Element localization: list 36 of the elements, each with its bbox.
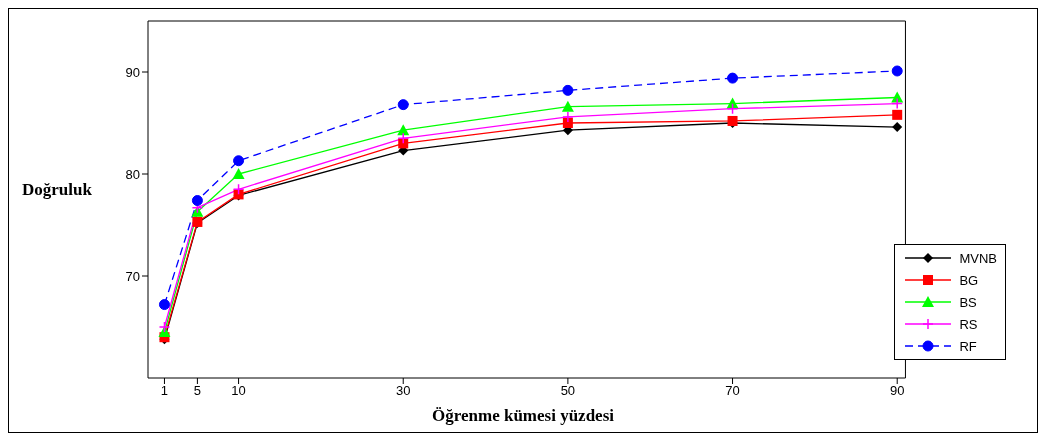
point bbox=[726, 102, 739, 115]
point bbox=[397, 124, 410, 136]
point bbox=[562, 111, 574, 123]
x-tick-label: 90 bbox=[889, 383, 905, 399]
legend-label: RS bbox=[959, 316, 978, 332]
legend-label: RF bbox=[959, 338, 977, 354]
legend-label: BS bbox=[959, 294, 977, 310]
point bbox=[191, 195, 203, 207]
point bbox=[158, 299, 170, 311]
x-tick-label: 1 bbox=[160, 383, 169, 399]
point bbox=[727, 72, 739, 84]
x-axis-title: Öğrenme kümesi yüzdesi bbox=[431, 406, 615, 426]
legend-label: BG bbox=[959, 272, 979, 288]
legend-label: MVNB bbox=[959, 250, 997, 266]
point bbox=[233, 155, 245, 167]
point bbox=[232, 183, 245, 196]
point bbox=[891, 65, 903, 77]
x-tick-label: 10 bbox=[231, 383, 246, 399]
point bbox=[397, 99, 409, 111]
point bbox=[158, 321, 171, 333]
x-tick-label: 30 bbox=[395, 383, 411, 399]
point bbox=[562, 118, 573, 128]
y-tick-label: 70 bbox=[125, 268, 140, 284]
point bbox=[562, 84, 574, 96]
y-tick-label: 80 bbox=[125, 166, 140, 182]
x-tick-label: 50 bbox=[560, 383, 576, 399]
y-axis-title: Doğruluk bbox=[22, 180, 92, 200]
point bbox=[891, 97, 903, 110]
y-tick-label: 90 bbox=[125, 64, 140, 80]
point bbox=[561, 100, 574, 112]
x-tick-label: 70 bbox=[725, 383, 740, 399]
point bbox=[232, 168, 245, 179]
x-tick-label: 5 bbox=[193, 383, 202, 399]
point bbox=[892, 109, 903, 120]
point bbox=[892, 122, 903, 133]
point bbox=[397, 132, 409, 145]
